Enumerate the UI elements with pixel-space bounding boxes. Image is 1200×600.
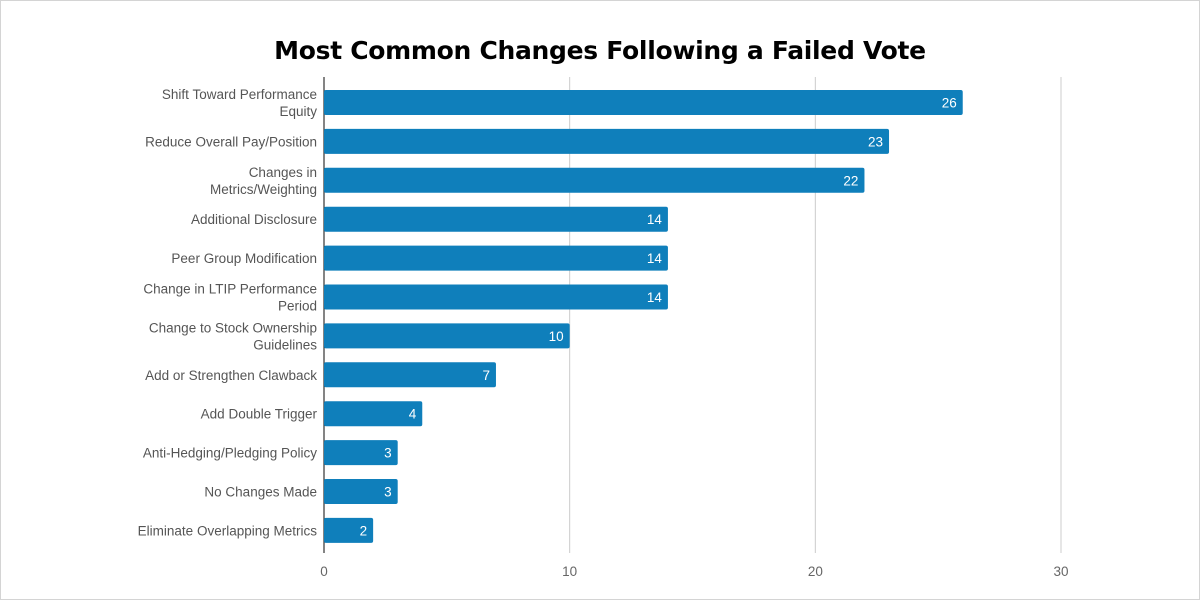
- category-label: Eliminate Overlapping Metrics: [138, 523, 318, 538]
- category-label: Anti-Hedging/Pledging Policy: [143, 446, 317, 461]
- category-label: Change to Stock Ownership Guidelines: [149, 320, 317, 352]
- bar: [324, 479, 398, 504]
- category-label: Add or Strengthen Clawback: [145, 368, 317, 383]
- chart-title: Most Common Changes Following a Failed V…: [274, 36, 926, 65]
- category-label: Change in LTIP Performance Period: [143, 282, 317, 314]
- category-label: Changes in Metrics/Weighting: [210, 165, 317, 197]
- x-tick-label: 0: [320, 564, 328, 579]
- category-label: No Changes Made: [204, 485, 317, 500]
- category-label: Add Double Trigger: [201, 407, 318, 422]
- data-label: 23: [868, 134, 883, 149]
- category-labels: Shift Toward Performance Equity Reduce Ove…: [138, 87, 318, 538]
- data-label: 3: [384, 446, 392, 461]
- bar: [324, 206, 668, 232]
- x-tick-label: 20: [808, 564, 823, 579]
- x-tick-label: 10: [562, 564, 577, 579]
- x-tick-label: 30: [1053, 564, 1068, 579]
- category-label: Shift Toward Performance Equity: [162, 87, 317, 119]
- bar: [324, 128, 890, 154]
- data-label: 14: [647, 212, 663, 227]
- category-label: Reduce Overall Pay/Position: [145, 134, 317, 149]
- data-label: 10: [549, 329, 564, 344]
- bar: [324, 401, 423, 427]
- data-label: 2: [360, 523, 368, 538]
- value-labels: 26 23 22 14 14 14 10 7 4 3 3 2: [360, 96, 957, 539]
- data-label: 14: [647, 290, 663, 305]
- bars: [324, 90, 963, 543]
- category-label: Additional Disclosure: [191, 212, 317, 227]
- data-label: 14: [647, 251, 663, 266]
- bar: [324, 362, 496, 388]
- bar: [324, 245, 668, 271]
- bar: [324, 323, 570, 349]
- bar: [324, 167, 865, 193]
- data-label: 22: [843, 173, 858, 188]
- data-label: 3: [384, 485, 392, 500]
- x-tick-labels: 0 10 20 30: [320, 564, 1068, 579]
- data-label: 4: [409, 407, 417, 422]
- data-label: 7: [482, 368, 490, 383]
- bar: [324, 90, 963, 115]
- bar: [324, 284, 668, 310]
- data-label: 26: [942, 96, 957, 111]
- bar: [324, 440, 398, 466]
- gridlines: [323, 77, 1062, 553]
- category-label: Peer Group Modification: [171, 251, 317, 266]
- bar: [324, 517, 374, 543]
